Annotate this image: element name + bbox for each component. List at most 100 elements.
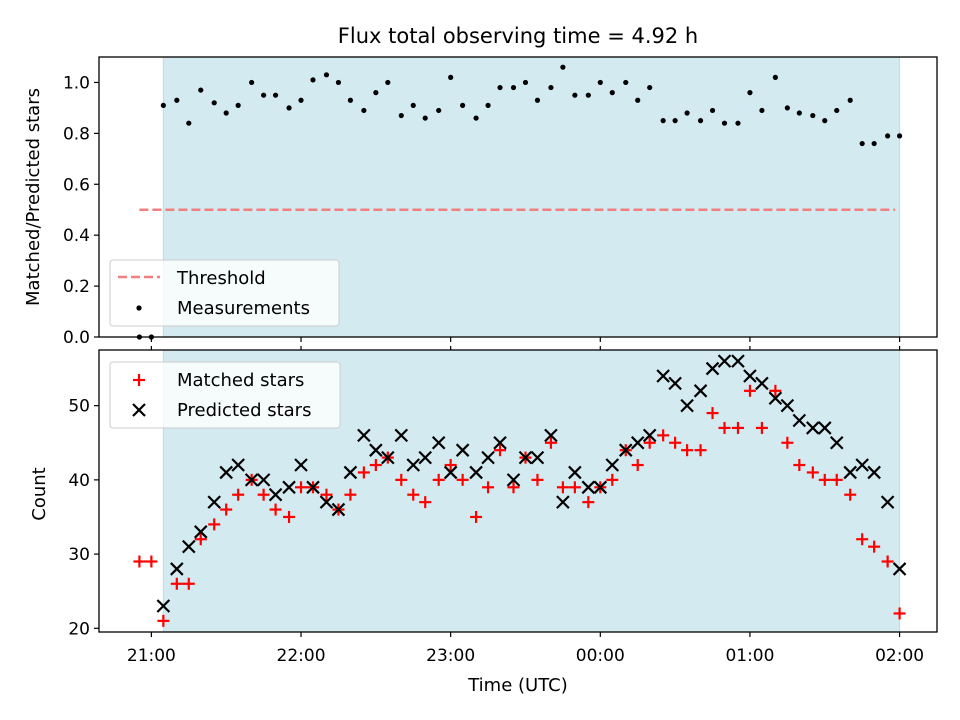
matched-star-point <box>631 459 644 472</box>
matched-star-point <box>444 459 457 472</box>
predicted-star-point <box>843 465 857 480</box>
measurement-point <box>410 102 416 108</box>
measurement-point <box>660 118 666 124</box>
matched-star-point <box>556 481 569 494</box>
predicted-star-point <box>207 495 222 509</box>
threshold-legend-label: Threshold <box>176 268 266 289</box>
predicted-star-point <box>656 369 670 383</box>
measurement-point <box>609 90 615 96</box>
ratio-legend: Threshold Measurements <box>109 259 340 327</box>
measurement-point <box>261 92 267 98</box>
measurement-point <box>560 64 566 70</box>
ratio-y-tick-label: 0.6 <box>63 175 90 195</box>
count-y-tick-label: 30 <box>68 545 90 565</box>
predicted-legend-marker <box>132 403 146 417</box>
predicted-star-point <box>705 361 720 376</box>
measurement-point <box>323 72 330 78</box>
x-tick-label: 21:00 <box>127 646 176 666</box>
ratio-axes-frame <box>98 56 938 338</box>
matched-star-point <box>494 444 507 457</box>
count-y-ticks: 20 30 40 50 <box>68 397 99 639</box>
x-tick-label: 22:00 <box>277 646 326 666</box>
measurement-point <box>510 84 517 91</box>
matched-star-point <box>844 488 857 501</box>
predicted-star-point <box>605 458 620 472</box>
matched-star-point <box>456 473 469 486</box>
measurement-point <box>871 140 877 147</box>
measurement-point <box>810 112 816 119</box>
measurement-point <box>796 110 802 116</box>
matched-star-point <box>369 459 382 472</box>
measurement-point <box>672 118 678 124</box>
count-y-tick-label: 50 <box>68 397 90 417</box>
predicted-star-point <box>680 398 694 413</box>
measurement-point <box>834 107 840 114</box>
measurement-point <box>198 87 204 93</box>
matched-legend-marker <box>133 374 145 386</box>
ratio-y-tick-label: 0.0 <box>63 328 90 348</box>
matched-star-point <box>856 533 869 546</box>
measurement-point <box>223 110 229 116</box>
measurement-point <box>684 110 690 116</box>
predicted-star-point <box>170 562 184 576</box>
matched-star-point <box>357 466 370 479</box>
matched-star-point <box>170 577 183 590</box>
x-tick-label: 01:00 <box>725 646 774 666</box>
measurement-point <box>422 115 428 121</box>
predicted-star-point <box>418 450 432 465</box>
measurement-point <box>847 97 853 103</box>
predicted-star-point <box>768 391 783 406</box>
predicted-star-point <box>755 376 769 391</box>
measurement-point <box>759 107 765 114</box>
matched-star-point <box>606 473 619 486</box>
ratio-y-tick-label: 1.0 <box>63 73 90 93</box>
predicted-star-point <box>381 450 395 465</box>
matched-star-point <box>806 466 819 479</box>
measurement-point <box>784 105 790 111</box>
predicted-star-point <box>544 428 558 443</box>
measurement-point <box>859 140 865 147</box>
measurement-point <box>347 97 353 103</box>
matched-star-point <box>507 481 520 494</box>
predicted-star-point <box>530 450 545 465</box>
measurement-point <box>709 107 716 114</box>
predicted-star-point <box>469 465 483 480</box>
count-y-axis-label: Count <box>29 467 50 520</box>
predicted-star-point <box>268 487 283 502</box>
predicted-star-point <box>193 525 208 539</box>
ratio-y-ticks: 0.0 0.2 0.4 0.6 0.8 1.0 <box>63 73 99 348</box>
predicted-star-point <box>743 369 757 383</box>
matched-star-point <box>657 429 670 442</box>
predicted-star-point <box>156 599 171 613</box>
matched-star-point <box>793 459 806 472</box>
predicted-star-point <box>369 443 383 457</box>
measurement-point <box>385 79 391 86</box>
measurement-point <box>186 120 192 126</box>
measurements-legend-label: Measurements <box>177 298 310 319</box>
predicted-star-point <box>493 435 507 450</box>
ratio-marks <box>136 64 903 340</box>
measurement-point <box>436 107 442 114</box>
predicted-star-point <box>829 435 844 450</box>
matched-star-point <box>669 436 682 449</box>
x-tick-label: 00:00 <box>576 646 625 666</box>
matched-star-point <box>283 510 296 523</box>
predicted-star-point <box>618 443 633 457</box>
matched-star-point <box>830 473 843 486</box>
matched-star-point <box>145 555 158 568</box>
matched-star-point <box>694 444 707 457</box>
measurement-point <box>572 92 578 98</box>
predicted-star-point <box>880 495 895 509</box>
measurement-point <box>473 115 479 121</box>
measurement-point <box>597 79 603 86</box>
ratio-y-tick-label: 0.4 <box>63 226 90 246</box>
measurement-point <box>534 97 541 103</box>
matched-star-point <box>769 384 782 397</box>
matched-star-point <box>643 436 656 449</box>
ratio-y-tick-label: 0.8 <box>63 124 90 144</box>
measurement-point <box>298 97 304 103</box>
measurement-point <box>497 84 503 91</box>
measurement-point <box>398 112 404 119</box>
measurement-point <box>174 97 180 103</box>
